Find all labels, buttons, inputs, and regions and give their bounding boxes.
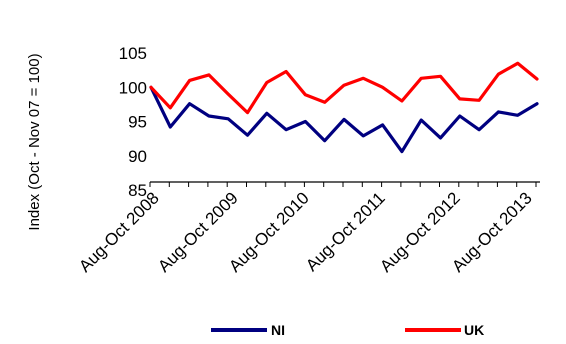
y-tick-label: 95	[128, 113, 147, 132]
series-line-ni	[149, 85, 539, 154]
legend-label-ni: NI	[271, 322, 285, 338]
y-tick-label: 85	[128, 181, 147, 200]
legend-label-uk: UK	[464, 322, 484, 338]
y-tick-label: 105	[119, 44, 147, 63]
series-line-uk	[149, 61, 539, 115]
y-axis: 85 90 95 100 105	[119, 44, 147, 200]
legend: NI UK	[211, 322, 484, 338]
y-axis-title: Index (Oct - Nov 07 = 100)	[26, 53, 43, 230]
series-lines	[149, 61, 539, 154]
y-tick-label: 100	[119, 78, 147, 97]
x-tick-label: Aug-Oct 2008	[75, 188, 163, 276]
y-tick-label: 90	[128, 147, 147, 166]
